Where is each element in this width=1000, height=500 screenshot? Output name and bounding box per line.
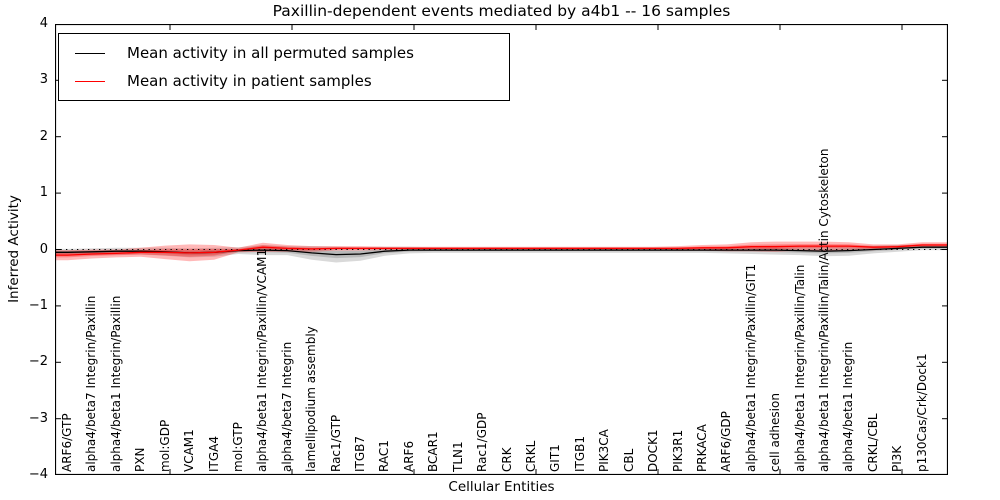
x-category-label: CRKL/CBL (865, 413, 880, 472)
x-category-label: ITGB7 (353, 435, 368, 472)
x-category-label: ARF6/GDP (719, 411, 734, 472)
x-category-label: CBL (621, 448, 636, 472)
x-category-label: alpha4/beta1 Integrin/Paxillin/Talin/Act… (817, 148, 832, 472)
x-category-label: lamellipodium assembly (304, 326, 319, 472)
y-tick-label: 2 (39, 128, 48, 144)
x-category-label: ARF6 (401, 440, 416, 472)
x-category-label: Rac1/GTP (328, 414, 343, 472)
x-category-label: alpha4/beta1 Integrin/Paxillin (108, 295, 123, 472)
x-category-label: ARF6/GTP (60, 413, 74, 472)
x-category-label: BCAR1 (426, 431, 441, 472)
x-category-label: alpha4/beta7 Integrin (279, 341, 294, 472)
x-category-label: mol:GDP (157, 419, 172, 472)
plot-area: ARF6/GTP alpha4/beta7 Integrin/Paxillin al… (55, 24, 948, 475)
x-category-label: CRKL (523, 440, 538, 472)
y-tick-label: 4 (39, 15, 48, 31)
x-category-label: DOCK1 (646, 429, 661, 472)
x-category-label: PXN (133, 447, 148, 472)
x-axis-label: Cellular Entities (448, 479, 555, 495)
x-category-label: alpha4/beta7 Integrin/Paxillin (84, 295, 99, 472)
y-tick-label: −4 (28, 467, 48, 483)
x-category-label: PRKACA (694, 424, 709, 472)
x-category-label: TLN1 (450, 441, 465, 472)
band (55, 244, 948, 263)
mean-line (55, 244, 948, 256)
chart-title: Paxillin-dependent events mediated by a4… (272, 2, 731, 20)
x-category-label: mol:GTP (230, 422, 245, 472)
x-category-label: PI3K (890, 445, 905, 472)
legend-row-patient: Mean activity in patient samples (59, 67, 509, 95)
x-category-label: alpha4/beta1 Integrin/Paxillin/GIT1 (743, 263, 758, 472)
x-category-label: PIK3R1 (670, 429, 685, 472)
y-tick-label: −3 (28, 410, 48, 426)
y-tick-label: −2 (28, 354, 48, 370)
x-category-label: Rac1/GDP (475, 412, 490, 472)
band (55, 246, 948, 259)
x-category-label: GIT1 (548, 444, 563, 472)
legend-row-permuted: Mean activity in all permuted samples (59, 39, 509, 67)
x-category-label: CRK (499, 447, 514, 472)
y-tick-label: −1 (28, 297, 48, 313)
x-category-label: cell adhesion (768, 393, 783, 472)
x-category-label: ITGB1 (572, 435, 587, 472)
x-category-label: alpha4/beta1 Integrin (841, 341, 856, 472)
legend-label-permuted: Mean activity in all permuted samples (127, 44, 414, 62)
curves-svg (55, 24, 948, 475)
plot-frame (55, 24, 948, 475)
x-category-label: ITGA4 (206, 435, 221, 472)
x-category-label: PIK3CA (597, 429, 612, 472)
band (55, 241, 948, 262)
permuted-line-swatch (75, 52, 105, 54)
y-tick-label: 1 (39, 185, 48, 201)
x-category-label: alpha4/beta1 Integrin/Paxillin/Talin (792, 264, 807, 472)
y-tick-label: 3 (39, 72, 48, 88)
legend: Mean activity in all permuted samples Me… (58, 33, 510, 101)
legend-label-patient: Mean activity in patient samples (127, 72, 372, 90)
x-category-label: alpha4/beta1 Integrin/Paxillin/VCAM1 (255, 248, 270, 472)
x-category-label: VCAM1 (182, 429, 197, 472)
x-category-label: RAC1 (377, 440, 392, 472)
patient-line-swatch (75, 80, 105, 82)
x-category-label: p130Cas/Crk/Dock1 (914, 353, 929, 472)
y-tick-label: 0 (39, 241, 48, 257)
band (55, 243, 948, 258)
